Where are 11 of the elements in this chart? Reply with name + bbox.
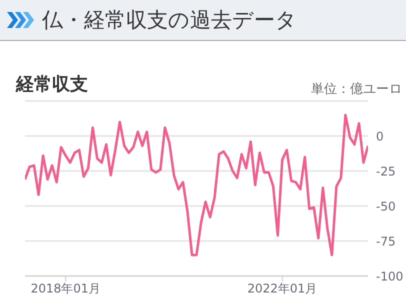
y-tick-label: 0 [376, 129, 384, 144]
chart-title: 仏・経常収支の過去データ [42, 7, 297, 34]
y-tick-label: -75 [376, 234, 396, 248]
line-series [25, 114, 368, 256]
y-tick-label: -25 [376, 164, 396, 178]
x-tick-label: 2022年01月 [247, 282, 318, 296]
text: 単位：億ユーロ [311, 81, 402, 98]
chart-subtitle: 経常収支 [16, 73, 88, 96]
x-tick-label: 2018年01月 [30, 282, 101, 296]
y-tick-label: -50 [376, 199, 396, 214]
y-tick-label: -100 [376, 269, 404, 284]
